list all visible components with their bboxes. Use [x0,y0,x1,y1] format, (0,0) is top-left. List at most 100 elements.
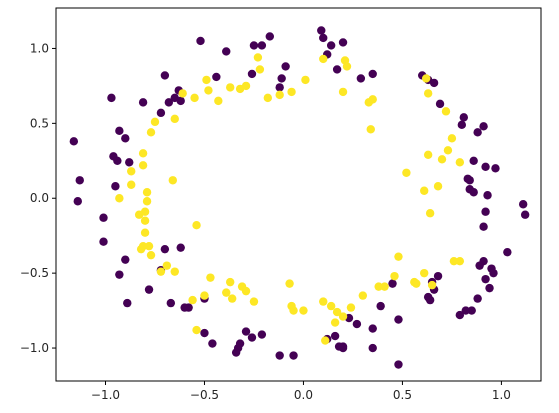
data-point-series2-26 [338,87,348,97]
data-point-series2-59 [321,336,330,345]
y-tick-label: −1.0 [20,341,49,355]
data-point-series1-103 [166,298,176,308]
data-point-series2-41 [402,168,411,177]
data-point-series2-42 [394,252,403,261]
data-point-series1-36 [326,41,336,50]
data-point-series1-98 [208,339,217,348]
data-point-series1-2 [75,176,84,185]
data-point-series2-43 [390,271,399,281]
data-point-series1-38 [338,38,348,47]
data-point-series1-49 [469,156,478,165]
data-point-series1-87 [334,342,344,351]
data-point-series1-97 [231,348,241,357]
data-point-series1-34 [319,33,328,43]
data-point-series1-94 [241,327,251,336]
data-point-series1-104 [160,244,170,254]
data-point-series1-11 [99,213,108,222]
data-point-series1-78 [388,279,397,288]
data-point-series2-33 [447,134,457,143]
data-point-series2-1 [115,194,124,203]
data-point-series2-87 [168,176,177,185]
data-point-series1-14 [115,270,124,279]
data-point-series1-24 [196,36,205,46]
data-points [69,26,530,369]
data-point-series2-40 [425,209,435,218]
data-point-series2-80 [138,241,148,251]
data-point-series2-49 [455,256,465,266]
data-point-series2-21 [287,87,296,97]
data-point-series1-12 [99,237,108,246]
data-point-series2-57 [319,297,328,306]
data-point-series1-52 [465,176,474,185]
data-point-series1-17 [138,98,148,107]
data-point-series1-77 [394,315,403,324]
data-point-series1-13 [121,255,130,264]
data-point-series1-16 [144,285,154,294]
data-point-series2-68 [222,288,231,297]
data-point-series1-93 [247,333,257,342]
data-point-series1-46 [457,120,467,130]
plot-frame [55,7,542,382]
data-point-series1-80 [368,324,377,333]
data-point-series2-13 [214,96,223,106]
data-point-series2-2 [127,167,136,176]
data-point-series1-19 [160,71,170,80]
data-point-series1-92 [257,330,267,339]
x-tick-label: −1.0 [91,388,120,402]
data-point-series1-25 [222,47,231,56]
data-point-series2-67 [227,294,237,303]
data-point-series2-72 [188,295,197,305]
data-point-series2-47 [427,280,437,290]
data-point-series2-25 [342,62,352,71]
data-point-series1-10 [111,182,120,191]
data-point-series1-28 [257,41,267,50]
data-point-series1-58 [518,200,528,209]
data-point-series2-71 [200,291,209,300]
data-point-series1-59 [520,210,530,219]
data-point-series1-39 [356,74,366,83]
data-point-series2-62 [287,301,296,311]
data-point-series2-86 [142,188,152,197]
data-point-series2-8 [170,114,179,124]
x-tick-label: 1.0 [492,388,511,402]
data-point-series2-58 [330,318,340,327]
data-point-series1-65 [481,274,490,284]
data-point-series2-12 [202,75,211,85]
data-point-series1-90 [289,351,298,360]
data-point-series1-89 [394,360,403,369]
data-point-series2-60 [299,306,308,315]
data-point-series1-48 [479,122,488,131]
data-point-series2-63 [285,279,294,288]
data-point-series2-45 [420,268,429,278]
data-point-series2-81 [140,228,150,237]
data-point-series2-52 [358,291,368,300]
data-point-series2-66 [237,282,247,291]
data-point-series2-14 [226,83,235,92]
data-point-series2-82 [140,216,150,225]
x-tick-label: 0.0 [294,388,313,402]
data-point-series1-88 [368,343,377,353]
data-point-series2-31 [423,89,433,98]
data-point-series2-36 [437,155,447,164]
data-point-series2-19 [263,93,273,103]
data-point-series1-81 [352,319,362,329]
data-point-series1-23 [176,96,185,106]
y-tick-label: −0.5 [20,266,49,280]
data-point-series1-45 [459,113,468,122]
data-point-series1-40 [368,69,377,79]
data-point-series2-73 [192,325,201,335]
data-point-series2-75 [162,261,172,270]
data-point-series1-43 [429,78,439,88]
data-point-series2-77 [146,250,156,260]
data-point-series2-85 [142,197,152,206]
data-point-series2-6 [146,128,156,137]
data-point-series1-68 [473,294,482,303]
data-point-series2-74 [170,267,179,276]
data-point-series2-46 [412,279,421,288]
data-point-series2-70 [206,273,215,282]
x-axis-ticks: −1.0 −0.5 0.0 0.5 1.0 [91,381,511,402]
data-point-series1-30 [275,83,284,92]
data-point-series1-1 [69,137,79,146]
data-point-series1-53 [491,164,500,173]
data-point-series1-32 [277,74,286,83]
